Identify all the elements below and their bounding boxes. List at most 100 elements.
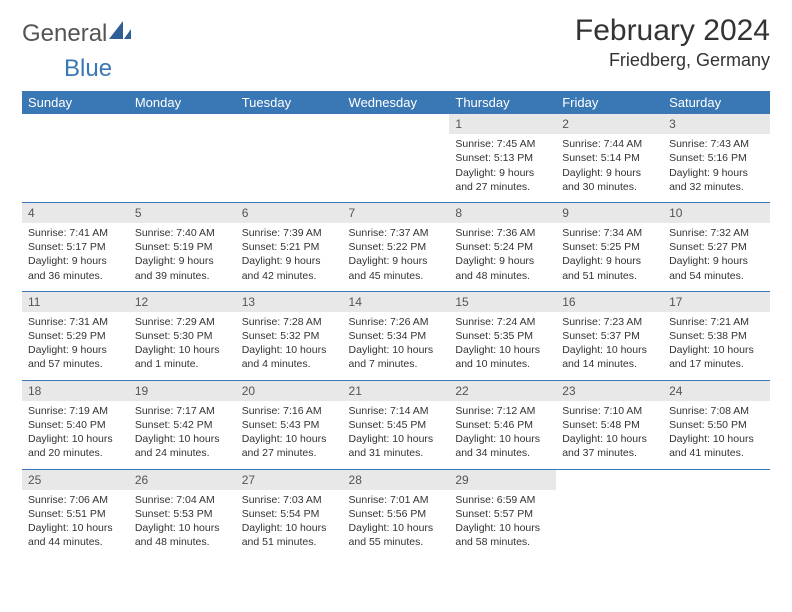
calendar-day-cell: 21Sunrise: 7:14 AMSunset: 5:45 PMDayligh… [343,380,450,469]
calendar-day-cell: 10Sunrise: 7:32 AMSunset: 5:27 PMDayligh… [663,202,770,291]
daylight-text: Daylight: 9 hours and 39 minutes. [135,254,230,282]
weekday-header: Thursday [449,91,556,114]
daylight-text: Daylight: 10 hours and 48 minutes. [135,521,230,549]
day-number: 21 [343,381,450,401]
sunrise-text: Sunrise: 7:28 AM [242,315,337,329]
calendar-body: ........1Sunrise: 7:45 AMSunset: 5:13 PM… [22,114,770,557]
day-number: 13 [236,292,343,312]
sunset-text: Sunset: 5:32 PM [242,329,337,343]
location-label: Friedberg, Germany [575,50,770,71]
day-detail: Sunrise: 7:19 AMSunset: 5:40 PMDaylight:… [22,401,129,469]
sunset-text: Sunset: 5:27 PM [669,240,764,254]
calendar-day-cell: 2Sunrise: 7:44 AMSunset: 5:14 PMDaylight… [556,114,663,202]
daylight-text: Daylight: 10 hours and 41 minutes. [669,432,764,460]
day-number: 4 [22,203,129,223]
title-block: February 2024 Friedberg, Germany [575,14,770,71]
sunrise-text: Sunrise: 7:19 AM [28,404,123,418]
calendar-day-cell: 11Sunrise: 7:31 AMSunset: 5:29 PMDayligh… [22,291,129,380]
day-number: 16 [556,292,663,312]
calendar-day-cell: 6Sunrise: 7:39 AMSunset: 5:21 PMDaylight… [236,202,343,291]
day-number: 28 [343,470,450,490]
day-detail: Sunrise: 7:23 AMSunset: 5:37 PMDaylight:… [556,312,663,380]
brand-logo: General [22,20,131,48]
sunset-text: Sunset: 5:40 PM [28,418,123,432]
sunrise-text: Sunrise: 7:17 AM [135,404,230,418]
sunset-text: Sunset: 5:19 PM [135,240,230,254]
daylight-text: Daylight: 10 hours and 58 minutes. [455,521,550,549]
day-number: 29 [449,470,556,490]
sunrise-text: Sunrise: 7:14 AM [349,404,444,418]
sunrise-text: Sunrise: 7:24 AM [455,315,550,329]
sunset-text: Sunset: 5:43 PM [242,418,337,432]
day-number: 9 [556,203,663,223]
day-detail: Sunrise: 7:28 AMSunset: 5:32 PMDaylight:… [236,312,343,380]
page-title: February 2024 [575,14,770,48]
daylight-text: Daylight: 10 hours and 51 minutes. [242,521,337,549]
day-number: 2 [556,114,663,134]
daylight-text: Daylight: 10 hours and 37 minutes. [562,432,657,460]
daylight-text: Daylight: 9 hours and 36 minutes. [28,254,123,282]
sunrise-text: Sunrise: 7:36 AM [455,226,550,240]
sunset-text: Sunset: 5:37 PM [562,329,657,343]
day-number: 19 [129,381,236,401]
daylight-text: Daylight: 10 hours and 1 minute. [135,343,230,371]
daylight-text: Daylight: 10 hours and 27 minutes. [242,432,337,460]
sunset-text: Sunset: 5:54 PM [242,507,337,521]
day-number: 11 [22,292,129,312]
calendar-day-cell: 12Sunrise: 7:29 AMSunset: 5:30 PMDayligh… [129,291,236,380]
sunset-text: Sunset: 5:30 PM [135,329,230,343]
calendar-day-cell: 3Sunrise: 7:43 AMSunset: 5:16 PMDaylight… [663,114,770,202]
daylight-text: Daylight: 10 hours and 10 minutes. [455,343,550,371]
daylight-text: Daylight: 9 hours and 48 minutes. [455,254,550,282]
daylight-text: Daylight: 9 hours and 45 minutes. [349,254,444,282]
calendar-day-cell: .. [556,469,663,557]
sunrise-text: Sunrise: 7:40 AM [135,226,230,240]
day-number: 10 [663,203,770,223]
daylight-text: Daylight: 9 hours and 54 minutes. [669,254,764,282]
calendar-day-cell: 26Sunrise: 7:04 AMSunset: 5:53 PMDayligh… [129,469,236,557]
calendar-day-cell: 22Sunrise: 7:12 AMSunset: 5:46 PMDayligh… [449,380,556,469]
sunset-text: Sunset: 5:46 PM [455,418,550,432]
calendar-day-cell: 27Sunrise: 7:03 AMSunset: 5:54 PMDayligh… [236,469,343,557]
sunset-text: Sunset: 5:14 PM [562,151,657,165]
day-detail: Sunrise: 7:39 AMSunset: 5:21 PMDaylight:… [236,223,343,291]
day-detail: Sunrise: 7:01 AMSunset: 5:56 PMDaylight:… [343,490,450,558]
day-detail: Sunrise: 7:44 AMSunset: 5:14 PMDaylight:… [556,134,663,202]
calendar-table: SundayMondayTuesdayWednesdayThursdayFrid… [22,91,770,557]
calendar-day-cell: 18Sunrise: 7:19 AMSunset: 5:40 PMDayligh… [22,380,129,469]
day-number: 20 [236,381,343,401]
calendar-day-cell: 24Sunrise: 7:08 AMSunset: 5:50 PMDayligh… [663,380,770,469]
calendar-day-cell: 19Sunrise: 7:17 AMSunset: 5:42 PMDayligh… [129,380,236,469]
day-detail: Sunrise: 7:06 AMSunset: 5:51 PMDaylight:… [22,490,129,558]
sunrise-text: Sunrise: 7:41 AM [28,226,123,240]
sunset-text: Sunset: 5:45 PM [349,418,444,432]
day-detail: Sunrise: 7:29 AMSunset: 5:30 PMDaylight:… [129,312,236,380]
calendar-week-row: ........1Sunrise: 7:45 AMSunset: 5:13 PM… [22,114,770,202]
sunset-text: Sunset: 5:50 PM [669,418,764,432]
day-detail: Sunrise: 7:04 AMSunset: 5:53 PMDaylight:… [129,490,236,558]
day-detail: Sunrise: 7:14 AMSunset: 5:45 PMDaylight:… [343,401,450,469]
day-detail: Sunrise: 7:17 AMSunset: 5:42 PMDaylight:… [129,401,236,469]
sunrise-text: Sunrise: 7:29 AM [135,315,230,329]
day-number: 25 [22,470,129,490]
day-number: 22 [449,381,556,401]
sunrise-text: Sunrise: 7:01 AM [349,493,444,507]
daylight-text: Daylight: 9 hours and 42 minutes. [242,254,337,282]
calendar-day-cell: 25Sunrise: 7:06 AMSunset: 5:51 PMDayligh… [22,469,129,557]
day-detail: Sunrise: 7:31 AMSunset: 5:29 PMDaylight:… [22,312,129,380]
day-detail: Sunrise: 7:36 AMSunset: 5:24 PMDaylight:… [449,223,556,291]
daylight-text: Daylight: 9 hours and 57 minutes. [28,343,123,371]
day-number: 18 [22,381,129,401]
day-number: 27 [236,470,343,490]
brand-sail-icon [109,20,131,48]
sunset-text: Sunset: 5:57 PM [455,507,550,521]
sunset-text: Sunset: 5:35 PM [455,329,550,343]
calendar-week-row: 25Sunrise: 7:06 AMSunset: 5:51 PMDayligh… [22,469,770,557]
calendar-day-cell: .. [236,114,343,202]
day-number: 24 [663,381,770,401]
calendar-week-row: 18Sunrise: 7:19 AMSunset: 5:40 PMDayligh… [22,380,770,469]
calendar-day-cell: 29Sunrise: 6:59 AMSunset: 5:57 PMDayligh… [449,469,556,557]
weekday-header: Monday [129,91,236,114]
sunset-text: Sunset: 5:53 PM [135,507,230,521]
calendar-day-cell: 23Sunrise: 7:10 AMSunset: 5:48 PMDayligh… [556,380,663,469]
